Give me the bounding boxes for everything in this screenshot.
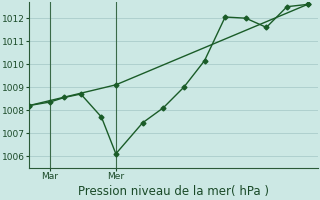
X-axis label: Pression niveau de la mer( hPa ): Pression niveau de la mer( hPa )	[78, 185, 269, 198]
